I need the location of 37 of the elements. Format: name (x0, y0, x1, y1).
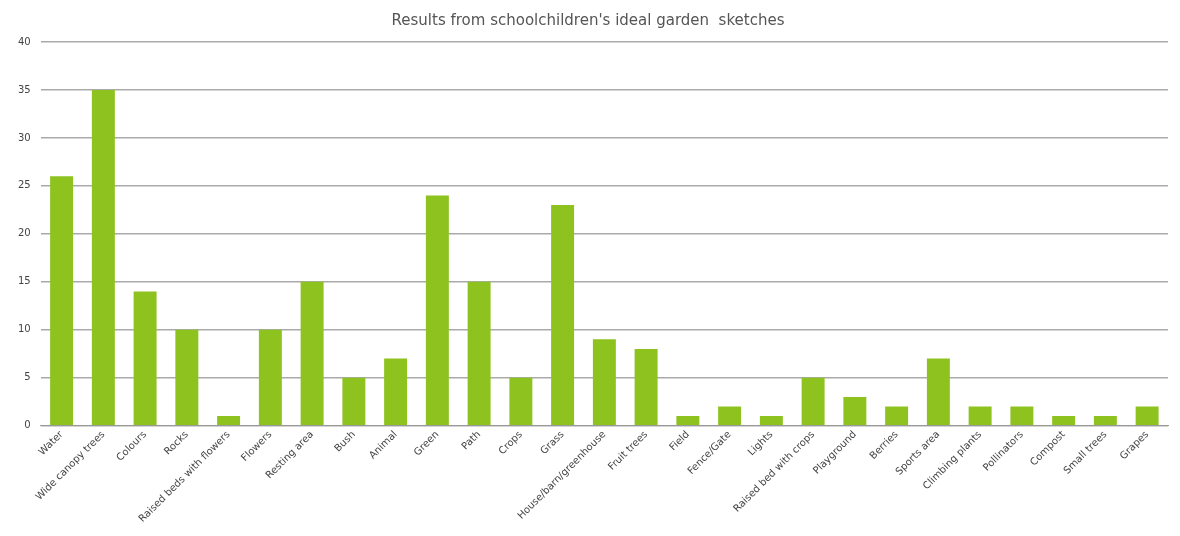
bar (342, 377, 366, 425)
bar (968, 406, 992, 425)
bar (1093, 416, 1117, 425)
bar (759, 416, 783, 425)
bar (133, 291, 157, 425)
bar (885, 406, 909, 425)
bar (718, 406, 742, 425)
bar (425, 195, 449, 425)
bar (592, 339, 616, 425)
chart-title: Results from schoolchildren's ideal garden sketches (391, 10, 785, 29)
y-tick-label: 10 (17, 323, 31, 335)
y-tick-label: 40 (17, 35, 31, 47)
bar (384, 358, 408, 425)
bar (258, 329, 282, 425)
bar (175, 329, 199, 425)
bar (217, 416, 241, 425)
bar (843, 396, 867, 425)
y-tick-label: 30 (17, 131, 31, 143)
y-tick-label: 5 (24, 371, 31, 383)
bar (1010, 406, 1034, 425)
bar (1052, 416, 1076, 425)
y-tick-label: 15 (17, 275, 31, 287)
y-tick-label: 0 (24, 419, 31, 431)
bar (509, 377, 533, 425)
bar (926, 358, 950, 425)
y-tick-label: 35 (17, 83, 31, 95)
bar (801, 377, 825, 425)
bar (50, 176, 74, 425)
y-tick-label: 25 (17, 179, 31, 191)
bar (91, 89, 115, 425)
bar (551, 205, 575, 425)
bar (676, 416, 700, 425)
bar (634, 348, 658, 425)
bar (300, 281, 324, 425)
bar (467, 281, 491, 425)
y-tick-label: 20 (17, 227, 31, 239)
bar (1135, 406, 1159, 425)
